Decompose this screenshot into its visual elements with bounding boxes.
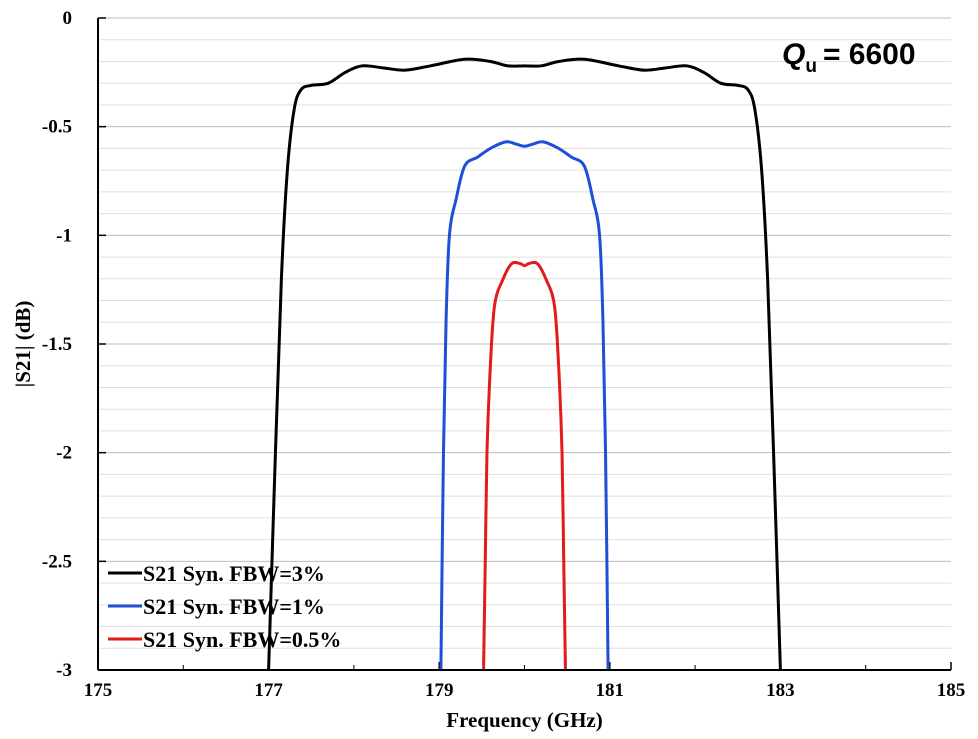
x-tick-label: 179 — [425, 680, 454, 701]
legend-label: S21 Syn. FBW=3% — [143, 561, 325, 586]
y-tick-label: 0 — [63, 8, 73, 29]
series-lines — [267, 57, 782, 671]
x-tick-label: 181 — [596, 680, 625, 701]
x-tick-label: 177 — [254, 680, 283, 701]
x-tick-label: 185 — [937, 680, 966, 701]
x-tick-label: 175 — [84, 680, 113, 701]
axis-ticks: 0 -0.5 -1 -1.5 -2 -2.5 -3 175 177 179 181 183 185 — [42, 8, 965, 701]
legend-item-fbw-0-5: S21 Syn. FBW=0.5% — [108, 627, 341, 652]
gridlines — [98, 17, 951, 671]
qu-annotation-sub: u — [805, 56, 817, 77]
y-tick-label: -1.5 — [42, 334, 72, 355]
qu-annotation: Qu = 6600 — [782, 38, 916, 77]
x-axis-title: Frequency (GHz) — [446, 708, 603, 732]
y-tick-label: -3 — [56, 660, 72, 681]
legend: S21 Syn. FBW=3% S21 Syn. FBW=1% S21 Syn. F… — [108, 561, 341, 652]
qu-annotation-main: Q — [782, 38, 805, 71]
y-tick-label: -1 — [56, 225, 72, 246]
legend-item-fbw-1: S21 Syn. FBW=1% — [108, 594, 325, 619]
legend-item-fbw-3: S21 Syn. FBW=3% — [108, 561, 325, 586]
y-tick-label: -0.5 — [42, 117, 72, 138]
axes — [97, 18, 951, 671]
series-fbw-1-line — [439, 140, 610, 671]
series-fbw-0-5-line — [482, 260, 567, 671]
y-tick-label: -2 — [56, 443, 72, 464]
qu-annotation-value: = 6600 — [823, 38, 916, 71]
x-tick-label: 183 — [766, 680, 795, 701]
legend-label: S21 Syn. FBW=0.5% — [143, 627, 341, 652]
series-fbw-3-line — [267, 57, 782, 671]
y-tick-label: -2.5 — [42, 551, 72, 572]
legend-label: S21 Syn. FBW=1% — [143, 594, 325, 619]
y-axis-title: |S21| (dB) — [11, 301, 35, 388]
